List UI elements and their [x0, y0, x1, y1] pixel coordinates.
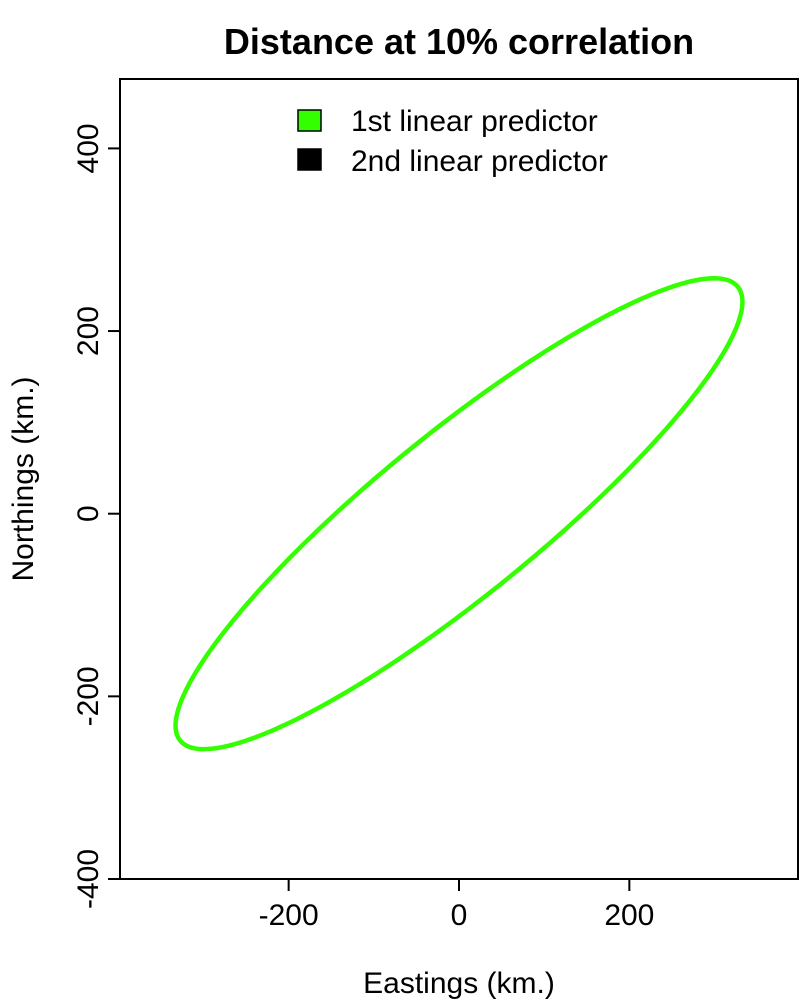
x-tick-label: -200 [259, 899, 319, 932]
y-tick-label: -200 [72, 666, 105, 726]
y-tick-label: 200 [72, 306, 105, 356]
legend: 1st linear predictor 2nd linear predicto… [297, 105, 608, 178]
chart-title: Distance at 10% correlation [224, 21, 694, 62]
legend-label-1st-linear-predictor: 1st linear predictor [351, 105, 598, 138]
y-tick-label: -400 [72, 849, 105, 909]
legend-label-2nd-linear-predictor: 2nd linear predictor [351, 145, 608, 178]
x-axis: -200 0 200 [259, 879, 654, 932]
y-axis-label: Northings (km.) [7, 376, 40, 581]
x-tick-label: 200 [604, 899, 654, 932]
y-tick-label: 0 [72, 505, 105, 522]
legend-swatch-1st-linear-predictor [297, 109, 322, 132]
x-axis-label: Eastings (km.) [363, 967, 555, 1000]
y-axis: -400 -200 0 200 400 [72, 123, 120, 909]
plot-frame [119, 78, 799, 880]
x-tick-label: 0 [451, 899, 468, 932]
y-tick-label: 400 [72, 123, 105, 173]
legend-swatch-2nd-linear-predictor [297, 148, 322, 171]
ellipse-1st-linear-predictor [173, 276, 745, 752]
